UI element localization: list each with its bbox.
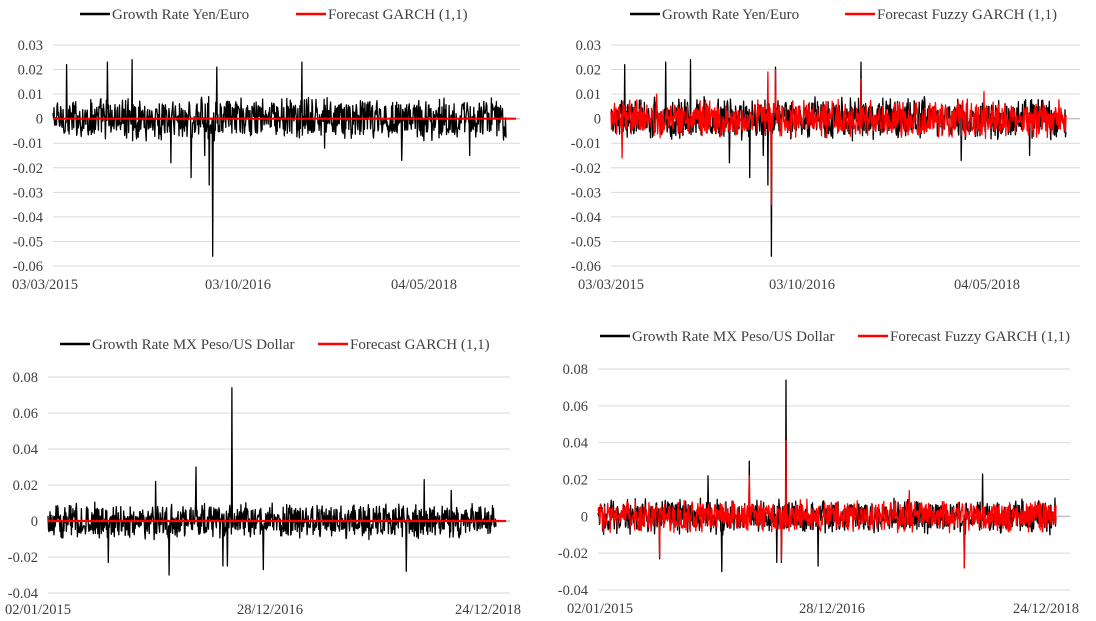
y-tick-label: -0.01 [571, 136, 601, 152]
legend-entry: Growth Rate MX Peso/US Dollar [92, 337, 295, 353]
x-tick-label: 04/05/2018 [954, 277, 1020, 293]
x-tick-label: 28/12/2016 [237, 602, 303, 618]
chart-svg: 0.08 0.06 0.04 0.02 0 -0.02 -0.04 02/01/2015 28/… [558, 329, 1079, 617]
chart-svg: 0.03 0.02 0.01 0 -0.01 -0.02 -0.03 -0.04 -0.05 -0… [12, 7, 520, 293]
chart-panel-yen-euro-garch: 0.03 0.02 0.01 0 -0.01 -0.02 -0.03 -0.04 -0.05 -0… [0, 0, 548, 300]
x-tick-label: 24/12/2018 [455, 602, 521, 618]
y-tick-label: -0.05 [13, 234, 43, 250]
legend-entry: Forecast Fuzzy GARCH (1,1) [890, 329, 1070, 345]
y-tick-label: -0.02 [571, 161, 601, 177]
x-tick-label: 03/03/2015 [12, 277, 78, 293]
x-tick-label: 03/03/2015 [578, 277, 644, 293]
y-tick-label: 0.06 [13, 406, 38, 422]
y-tick-label: 0.02 [576, 63, 601, 79]
forecast-series-line [610, 68, 1067, 206]
chart-panel-mxn-usd-fuzzy-garch: 0.08 0.06 0.04 0.02 0 -0.02 -0.04 02/01/2015 28/… [548, 300, 1096, 621]
actual-series-line [597, 379, 1057, 573]
y-tick-label: -0.03 [571, 185, 601, 201]
y-tick-label: 0.06 [563, 399, 588, 415]
x-tick-label: 24/12/2018 [1013, 601, 1079, 617]
x-tick-label: 02/01/2015 [5, 602, 71, 618]
forecast-series-line [597, 440, 1057, 569]
y-tick-label: 0.03 [576, 38, 601, 54]
legend-entry: Growth Rate MX Peso/US Dollar [632, 329, 835, 345]
y-tick-label: -0.04 [571, 210, 602, 226]
legend-entry: Growth Rate Yen/Euro [112, 7, 249, 23]
y-tick-label: -0.04 [13, 210, 44, 226]
y-tick-label: 0.02 [18, 63, 43, 79]
actual-series-line [610, 59, 1067, 257]
legend-entry: Forecast GARCH (1,1) [328, 7, 468, 23]
y-tick-label: -0.05 [571, 234, 601, 250]
y-tick-label: 0 [581, 509, 588, 525]
y-tick-label: 0.04 [563, 436, 589, 452]
y-tick-label: -0.04 [558, 583, 589, 599]
y-tick-label: 0.02 [13, 478, 38, 494]
chart-panel-mxn-usd-garch: 0.08 0.06 0.04 0.02 0 -0.02 -0.04 02/01/2015 28/… [0, 300, 548, 621]
y-tick-label: 0.04 [13, 442, 39, 458]
y-tick-label: -0.06 [13, 259, 43, 275]
x-tick-label: 02/01/2015 [567, 601, 633, 617]
y-tick-label: -0.02 [13, 161, 43, 177]
y-tick-label: 0.01 [18, 87, 43, 103]
actual-series-line [52, 59, 507, 257]
y-tick-label: 0.03 [18, 38, 43, 54]
y-tick-label: 0.08 [13, 370, 38, 386]
legend-entry: Forecast Fuzzy GARCH (1,1) [877, 7, 1057, 23]
y-tick-label: 0.02 [563, 473, 588, 489]
y-tick-label: -0.04 [8, 586, 39, 602]
x-tick-label: 03/10/2016 [769, 277, 835, 293]
actual-series-line [47, 387, 497, 576]
y-tick-label: -0.06 [571, 259, 601, 275]
y-tick-label: 0 [594, 112, 601, 128]
legend-entry: Forecast GARCH (1,1) [350, 337, 490, 353]
chart-panel-yen-euro-fuzzy-garch: 0.03 0.02 0.01 0 -0.01 -0.02 -0.03 -0.04 -0.05 -0… [548, 0, 1096, 300]
x-tick-label: 03/10/2016 [205, 277, 271, 293]
y-tick-label: 0 [31, 514, 38, 530]
y-tick-label: -0.02 [8, 550, 38, 566]
x-tick-label: 28/12/2016 [799, 601, 865, 617]
y-tick-label: 0.01 [576, 87, 601, 103]
x-tick-label: 04/05/2018 [391, 277, 457, 293]
y-tick-label: -0.03 [13, 185, 43, 201]
y-tick-label: -0.01 [13, 136, 43, 152]
chart-svg: 0.03 0.02 0.01 0 -0.01 -0.02 -0.03 -0.04 -0.05 -0… [571, 7, 1080, 293]
legend-entry: Growth Rate Yen/Euro [662, 7, 799, 23]
y-tick-label: 0 [36, 112, 43, 128]
y-tick-label: 0.08 [563, 362, 588, 378]
y-tick-label: -0.02 [558, 546, 588, 562]
